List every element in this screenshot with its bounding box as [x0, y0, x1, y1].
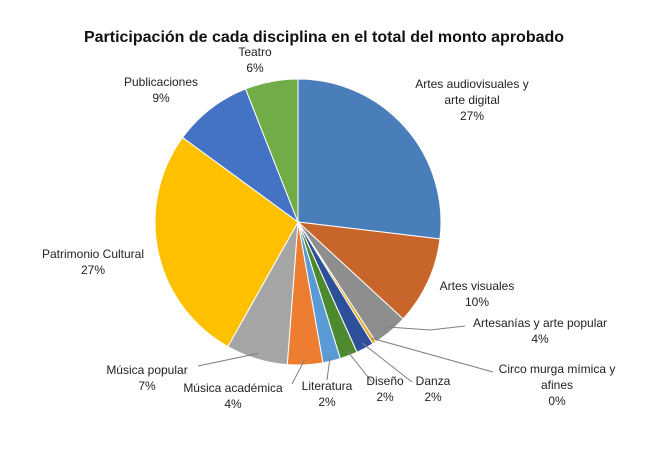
slice-percent: 2%: [424, 390, 442, 404]
slice-label: Circo murga mímica y afines 0%: [499, 362, 616, 408]
slice-name: afines: [541, 378, 573, 392]
pie-slice: [296, 221, 441, 320]
leader-lines: [197, 325, 494, 385]
slice-percent: 4%: [224, 397, 242, 411]
slice-name: Música académica: [183, 381, 283, 395]
slice-percent: 27%: [81, 263, 105, 277]
leader-line: [362, 342, 413, 383]
slice-percent: 2%: [376, 390, 394, 404]
slice-percent: 9%: [152, 91, 170, 105]
slice-percent: 7%: [138, 379, 156, 393]
pie-slice: [297, 78, 442, 240]
leader-line: [371, 337, 494, 373]
leader-line: [326, 355, 331, 381]
slice-percent: 0%: [548, 394, 566, 408]
leader-line: [291, 358, 306, 385]
slice-label: Artesanías y arte popular 4%: [473, 316, 607, 346]
pie-slice: [244, 78, 299, 223]
slice-percent: 4%: [531, 332, 549, 346]
slice-label: Publicaciones 9%: [124, 75, 198, 105]
slice-label: Artes visuales 10%: [440, 279, 515, 309]
slice-name: Artes visuales: [440, 279, 515, 293]
leader-line: [197, 352, 259, 367]
slice-percent: 27%: [460, 109, 484, 123]
slice-name: Patrimonio Cultural: [42, 247, 144, 261]
slice-name: Artesanías y arte popular: [473, 316, 607, 330]
slice-percent: 6%: [246, 61, 264, 75]
slice-percent: 10%: [465, 295, 489, 309]
slice-label: Literatura 2%: [302, 379, 353, 409]
slice-name: Diseño: [366, 374, 404, 388]
slice-label: Patrimonio Cultural 27%: [42, 247, 144, 277]
slice-name: Circo murga mímica y: [499, 362, 616, 376]
pie-slices: [154, 78, 442, 366]
slice-label: Música popular 7%: [106, 363, 187, 393]
slice-name: Música popular: [106, 363, 187, 377]
slice-name: Artes audiovisuales y: [415, 77, 528, 91]
pie-slice: [154, 136, 299, 348]
leader-line: [386, 325, 466, 331]
slice-name: arte digital: [444, 93, 499, 107]
pie-slice: [181, 88, 300, 224]
slice-label: Música académica 4%: [183, 381, 283, 411]
slice-label: Danza 2%: [416, 374, 451, 404]
leader-line: [346, 349, 373, 383]
slice-label: Teatro 6%: [238, 45, 272, 75]
slice-labels: Artes audiovisuales y arte digital 27%Arte…: [42, 45, 615, 411]
slice-label: Artes audiovisuales y arte digital 27%: [415, 77, 528, 123]
slice-name: Literatura: [302, 379, 353, 393]
slice-percent: 2%: [318, 395, 336, 409]
slice-label: Diseño 2%: [366, 374, 404, 404]
chart-title: Participación de cada disciplina en el t…: [84, 29, 564, 46]
slice-name: Teatro: [238, 45, 272, 59]
slice-name: Danza: [416, 374, 451, 388]
slice-name: Publicaciones: [124, 75, 198, 89]
